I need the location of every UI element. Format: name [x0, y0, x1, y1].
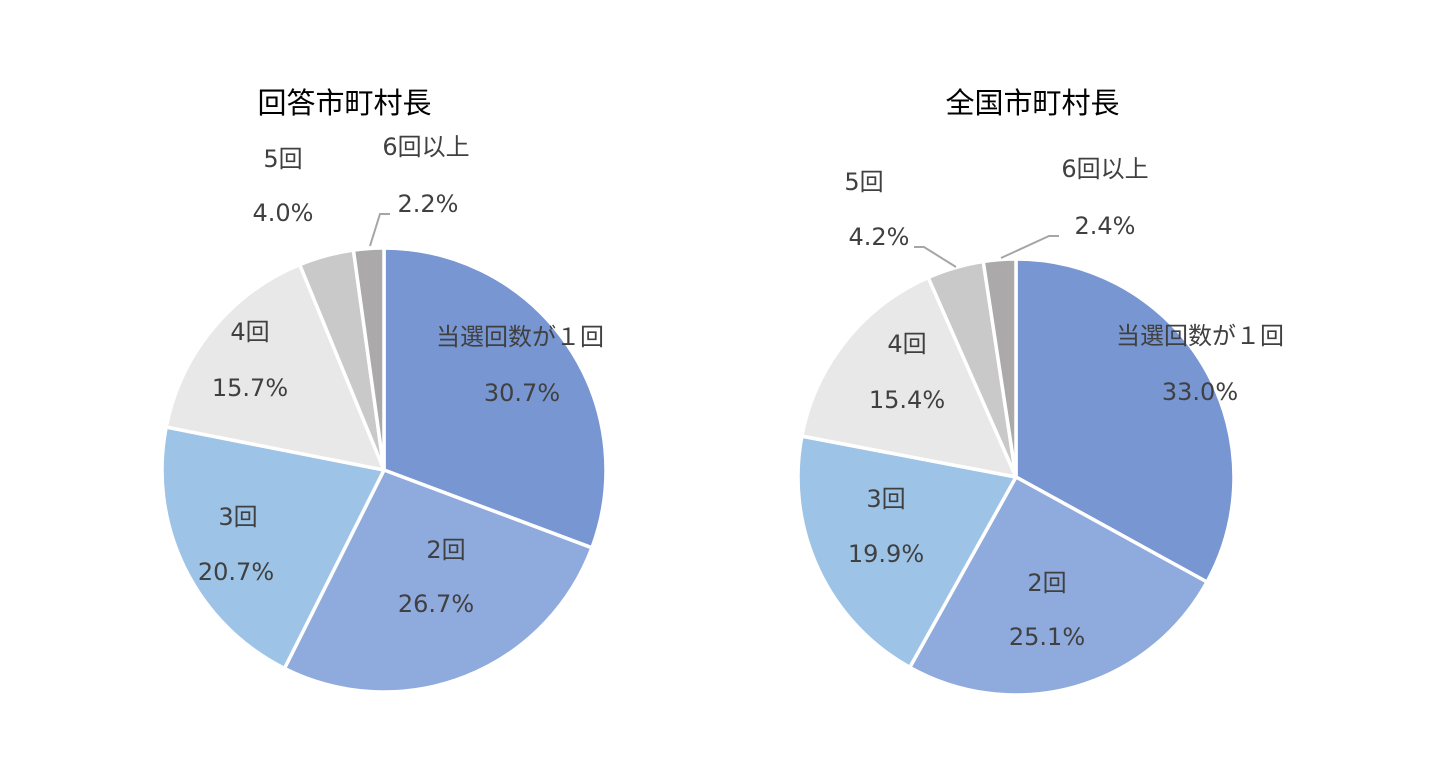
slice-value-label: 26.7% [398, 590, 474, 618]
slice-category-label: 2回 [426, 536, 465, 564]
pie-slice [282, 468, 594, 694]
slice-category-label: 3回 [866, 485, 905, 513]
slice-category-label: 当選回数が１回 [1116, 322, 1284, 350]
slice-value-label: 19.9% [848, 540, 924, 568]
leader-line [1000, 235, 1059, 259]
slice-value-label: 33.0% [1162, 378, 1238, 406]
pie-slice [351, 246, 386, 472]
slice-value-label: 15.7% [212, 374, 288, 402]
slice-value-label: 2.2% [398, 190, 459, 218]
pie-slice [908, 475, 1209, 697]
slice-value-label: 30.7% [484, 379, 560, 407]
pie-chart-respondents: 回答市町村長 当選回数が１回 30.7% 2回 26.7% 3回 20.7% 4回 15.7%… [160, 86, 608, 694]
slice-category-label: 3回 [218, 503, 257, 531]
slice-value-label: 25.1% [1009, 623, 1085, 651]
slice-value-label: 2.4% [1075, 212, 1136, 240]
pie-slice [382, 246, 608, 550]
slice-category-label: 6回以上 [1061, 155, 1148, 183]
chart-title: 全国市町村長 [945, 86, 1120, 120]
leader-line [914, 246, 957, 268]
pie-slice [800, 275, 1018, 479]
slice-category-label: 6回以上 [382, 133, 469, 161]
slice-category-label: 4回 [887, 330, 926, 358]
slice-value-label: 15.4% [869, 386, 945, 414]
pie-slice [1014, 257, 1236, 584]
slice-category-label: 当選回数が１回 [436, 323, 604, 351]
leader-line [369, 213, 390, 247]
pie-chart-national: 全国市町村長 当選回数が１回 33.0% 2回 25.1% 3回 19.9% 4回 15.4%… [719, 0, 1438, 759]
pie-slice [981, 257, 1018, 479]
pie-slice [160, 425, 386, 671]
pie-slice [796, 434, 1018, 670]
pie-svg: 当選回数が１回 30.7% 2回 26.7% 3回 20.7% 4回 15.7% 5回 4.0% 6… [160, 133, 608, 694]
slice-category-label: 5回 [263, 145, 302, 173]
slice-value-label: 4.0% [253, 199, 314, 227]
pie-slice [164, 262, 386, 472]
slice-category-label: 5回 [844, 168, 883, 196]
slice-category-label: 2回 [1027, 569, 1066, 597]
pie-svg: 当選回数が１回 33.0% 2回 25.1% 3回 19.9% 4回 15.4% 5回 4.2% 6… [796, 155, 1284, 697]
slice-category-label: 4回 [230, 318, 269, 346]
slice-value-label: 20.7% [198, 558, 274, 586]
slice-value-label: 4.2% [849, 223, 910, 251]
chart-title: 回答市町村長 [257, 86, 432, 120]
